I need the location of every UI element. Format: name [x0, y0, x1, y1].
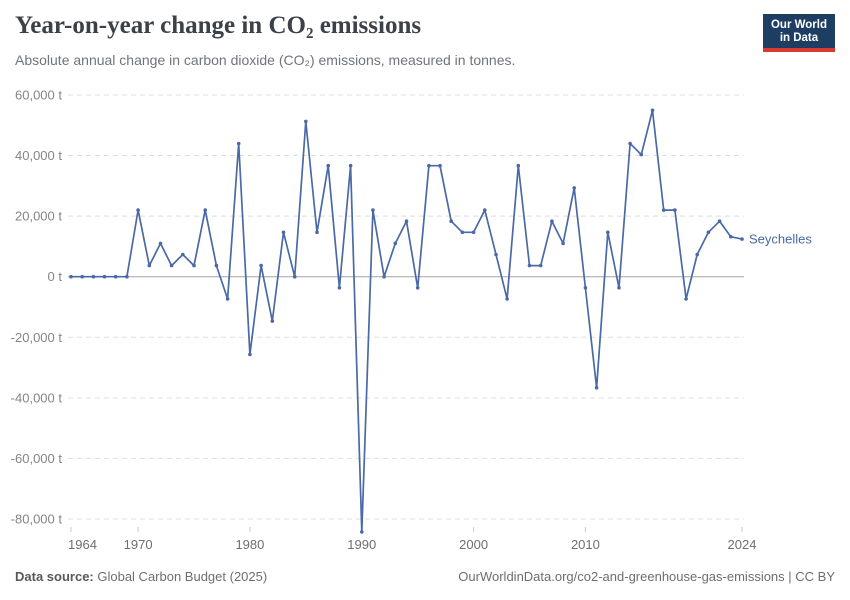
data-point[interactable] — [617, 286, 621, 290]
data-point[interactable] — [382, 274, 386, 279]
data-point[interactable] — [516, 163, 521, 168]
y-gridlines: 60,000 t 40,000 t 20,000 t 0 t -20,000 t -40,… — [11, 87, 744, 526]
series-line[interactable] — [70, 109, 743, 533]
data-point[interactable] — [113, 274, 118, 279]
data-point[interactable] — [80, 274, 84, 279]
data-point[interactable] — [292, 274, 297, 279]
data-point[interactable] — [572, 186, 576, 190]
data-point[interactable] — [91, 274, 96, 279]
data-point[interactable] — [281, 230, 286, 235]
data-point[interactable] — [706, 230, 711, 235]
data-point[interactable] — [136, 208, 140, 212]
data-point[interactable] — [360, 530, 364, 534]
x-axis-label: 2000 — [459, 537, 488, 552]
x-axis-label: 2024 — [728, 537, 757, 552]
data-point[interactable] — [449, 219, 454, 223]
data-point[interactable] — [606, 230, 610, 235]
data-point[interactable] — [181, 252, 185, 257]
data-point[interactable] — [69, 274, 73, 279]
data-point[interactable] — [673, 208, 677, 212]
data-point[interactable] — [740, 237, 744, 241]
y-axis-label: 0 t — [48, 269, 63, 284]
data-point[interactable] — [684, 297, 688, 301]
chart-subtitle: Absolute annual change in carbon dioxide… — [15, 52, 516, 68]
data-point[interactable] — [248, 352, 252, 357]
page-title: Year-on-year change in CO₂ emissions — [15, 12, 422, 39]
data-point[interactable] — [471, 230, 476, 235]
data-point[interactable] — [594, 385, 599, 390]
data-point[interactable] — [538, 263, 543, 268]
data-point[interactable] — [326, 163, 331, 168]
y-axis-label: -80,000 t — [11, 511, 63, 526]
x-axis-label: 1970 — [124, 537, 153, 552]
data-point[interactable] — [427, 163, 431, 168]
data-point[interactable] — [483, 208, 487, 212]
y-axis-label: -20,000 t — [11, 330, 63, 345]
data-point[interactable] — [729, 234, 733, 239]
data-point[interactable] — [505, 297, 509, 301]
data-point[interactable] — [371, 208, 375, 212]
data-point[interactable] — [494, 252, 498, 257]
owid-logo[interactable]: Our World in Data — [762, 14, 835, 52]
data-point[interactable] — [639, 152, 644, 157]
series-end-label: Seychelles — [749, 232, 812, 247]
data-point[interactable] — [628, 141, 632, 146]
attribution-link[interactable]: OurWorldinData.org/co2-and-greenhouse-ga… — [458, 569, 835, 584]
data-point[interactable] — [337, 286, 342, 290]
data-point[interactable] — [527, 263, 532, 268]
data-point[interactable] — [169, 263, 174, 268]
x-axis: 1964 1970 1980 1990 2000 2010 2024 — [68, 527, 756, 552]
data-point[interactable] — [214, 263, 219, 268]
x-axis-label: 2010 — [571, 537, 600, 552]
data-point[interactable] — [561, 241, 565, 246]
data-point[interactable] — [304, 119, 308, 124]
data-point[interactable] — [147, 263, 152, 268]
data-point[interactable] — [583, 286, 588, 290]
data-source-label: Data source: — [15, 569, 94, 584]
data-point[interactable] — [125, 274, 129, 279]
data-point[interactable] — [650, 108, 655, 113]
x-axis-label: 1964 — [68, 537, 97, 552]
data-point[interactable] — [393, 241, 398, 246]
x-axis-label: 1990 — [347, 537, 376, 552]
data-point[interactable] — [225, 297, 230, 301]
data-point[interactable] — [203, 208, 207, 212]
data-point[interactable] — [102, 274, 107, 279]
data-point[interactable] — [438, 163, 442, 168]
y-axis-label: 40,000 t — [15, 148, 62, 163]
data-point[interactable] — [259, 263, 263, 268]
data-point[interactable] — [460, 230, 465, 235]
data-point[interactable] — [550, 219, 554, 223]
data-point[interactable] — [315, 230, 319, 235]
y-axis-label: 60,000 t — [15, 87, 62, 102]
data-source-note: Data source: Global Carbon Budget (2025) — [15, 569, 267, 584]
x-axis-label: 1980 — [235, 537, 264, 552]
logo-line-2: in Data — [779, 32, 819, 44]
data-points — [69, 108, 744, 534]
data-point[interactable] — [348, 163, 353, 168]
data-point[interactable] — [404, 219, 409, 223]
data-point[interactable] — [695, 252, 699, 257]
data-point[interactable] — [717, 219, 722, 223]
data-point[interactable] — [661, 208, 666, 212]
data-source-value: Global Carbon Budget (2025) — [93, 569, 268, 584]
y-axis-label: -60,000 t — [11, 451, 63, 466]
data-point[interactable] — [192, 263, 196, 268]
data-point[interactable] — [236, 141, 241, 146]
logo-line-1: Our World — [770, 19, 827, 31]
y-axis-label: -40,000 t — [11, 390, 63, 405]
data-point[interactable] — [158, 241, 163, 246]
data-point[interactable] — [270, 319, 275, 323]
data-point[interactable] — [415, 286, 420, 290]
y-axis-label: 20,000 t — [15, 209, 62, 224]
